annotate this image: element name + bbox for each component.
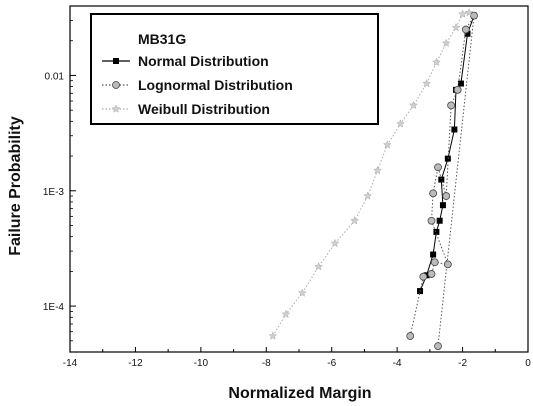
data-point [458, 9, 468, 18]
legend-title: MB31G [138, 31, 186, 47]
x-tick-label: -8 [262, 358, 271, 369]
data-point [430, 258, 439, 267]
y-tick-label: 0.01 [45, 71, 65, 82]
x-tick-label: -2 [458, 358, 467, 369]
x-tick-label: -4 [393, 358, 402, 369]
y-axis-ticks: 1E-4 1E-3 0.01 [43, 5, 76, 353]
data-point [427, 270, 436, 278]
data-point [430, 251, 437, 258]
data-point [443, 260, 452, 269]
data-point [373, 165, 382, 175]
data-point [363, 191, 373, 200]
data-point [419, 272, 428, 281]
data-point [330, 238, 340, 248]
data-point [382, 140, 392, 149]
data-point [439, 202, 446, 209]
legend-item: Weibull Distribution [102, 101, 270, 117]
data-point [434, 163, 442, 172]
data-point [268, 331, 278, 340]
y-tick-label: 1E-3 [43, 187, 65, 198]
series-2 [268, 8, 474, 340]
y-axis-title: Failure Probability [7, 116, 24, 256]
data-point [441, 38, 451, 48]
data-point [461, 25, 470, 34]
data-point [422, 78, 432, 88]
data-point [432, 57, 441, 67]
legend-item: Lognormal Distribution [102, 77, 293, 93]
series-layer [268, 8, 478, 351]
data-point [350, 216, 360, 225]
x-tick-label: -12 [128, 358, 143, 369]
data-point [406, 332, 415, 340]
data-point [281, 309, 291, 319]
data-point [395, 119, 405, 128]
data-point [464, 30, 471, 37]
legend-label: Lognormal Distribution [138, 77, 293, 93]
y-tick-label: 1E-4 [43, 302, 65, 313]
data-point [409, 100, 418, 110]
data-point [297, 288, 307, 297]
x-tick-label: -6 [327, 358, 336, 369]
data-point [470, 11, 478, 20]
data-point [451, 22, 461, 32]
legend-marker [112, 81, 120, 89]
legend-marker [111, 104, 121, 113]
x-axis-title: Normalized Margin [228, 385, 371, 402]
data-point [314, 261, 324, 271]
data-point [433, 228, 440, 235]
series-1 [406, 11, 478, 351]
x-tick-label: -14 [63, 358, 78, 369]
data-point [464, 8, 474, 17]
data-point [429, 189, 438, 198]
data-point [451, 126, 458, 133]
data-point [438, 176, 445, 183]
data-point [427, 216, 436, 225]
x-axis-ticks: -14 -12 -10 -8 -6 -4 -2 0 [63, 347, 531, 369]
legend-marker [113, 58, 119, 64]
legend-box [90, 13, 379, 125]
legend: MB31G Normal Distribution Lognormal Distr… [90, 13, 379, 125]
legend-label: Weibull Distribution [138, 101, 270, 117]
data-point [453, 85, 462, 94]
data-point [436, 217, 443, 224]
x-tick-label: -10 [194, 358, 209, 369]
x-tick-label: 0 [525, 358, 531, 369]
data-point [457, 80, 464, 87]
legend-items: Normal Distribution Lognormal Distributio… [102, 53, 293, 117]
data-point [447, 101, 456, 110]
legend-item: Normal Distribution [102, 53, 269, 69]
data-point [442, 192, 451, 200]
legend-label: Normal Distribution [138, 53, 269, 69]
data-point [434, 342, 442, 351]
